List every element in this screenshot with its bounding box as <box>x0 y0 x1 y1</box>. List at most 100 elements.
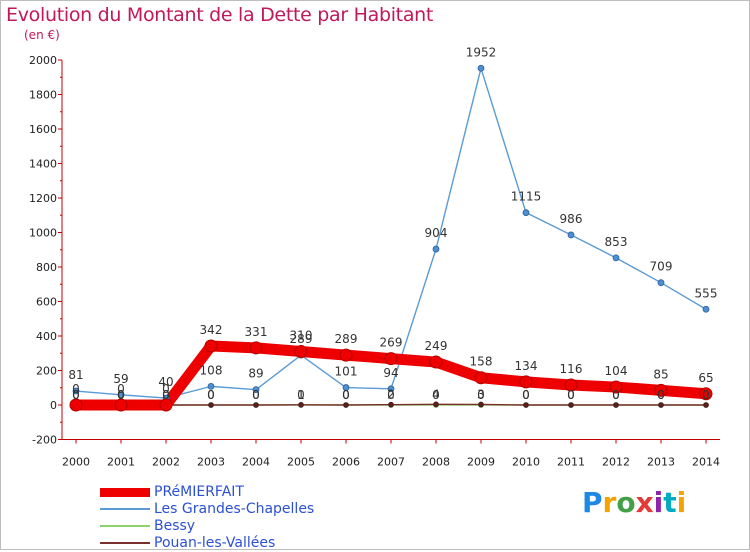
data-label-3: 0 <box>252 388 260 402</box>
x-tick-label: 2004 <box>242 456 270 469</box>
legend-swatch-les-grandes-chapelles <box>100 508 150 510</box>
x-tick-label: 2010 <box>512 456 540 469</box>
x-tick-label: 2011 <box>557 456 585 469</box>
data-point-les-grandes-chapelles <box>657 279 665 287</box>
data-point-les-grandes-chapelles <box>477 64 485 72</box>
data-label-0: 0 <box>117 382 125 396</box>
legend-label-bessy: Bessy <box>154 518 196 534</box>
data-label-1: 555 <box>695 286 718 300</box>
data-point-premierfait <box>474 371 488 385</box>
data-point-premierfait <box>159 398 173 412</box>
data-label-3: 0 <box>72 388 80 402</box>
x-tick-label: 2005 <box>287 456 315 469</box>
data-label-2: 0 <box>612 388 620 402</box>
data-point-pouan-les-vallees <box>343 402 349 408</box>
data-point-premierfait <box>294 345 308 359</box>
x-tick-label: 2007 <box>377 456 405 469</box>
data-point-pouan-les-vallees <box>658 402 664 408</box>
data-label-0: 134 <box>515 359 538 373</box>
x-tick-label: 2008 <box>422 456 450 469</box>
data-label-1: 1115 <box>511 190 542 204</box>
data-label-3: 0 <box>702 388 710 402</box>
data-point-pouan-les-vallees <box>568 402 574 408</box>
data-label-1: 40 <box>158 375 173 389</box>
data-label-0: 310 <box>290 329 313 343</box>
data-label-3: 0 <box>522 388 530 402</box>
data-point-premierfait <box>699 387 713 401</box>
y-tick-label: 1400 <box>29 158 57 171</box>
data-label-0: 158 <box>470 355 493 369</box>
y-tick-label: -200 <box>32 434 57 447</box>
data-label-3: 0 <box>207 388 215 402</box>
data-label-2: 0 <box>297 388 305 402</box>
data-point-pouan-les-vallees <box>703 402 709 408</box>
legend-swatch-bessy <box>100 525 150 527</box>
legend-label-premierfait: PRéMIERFAIT <box>154 484 244 500</box>
x-tick-label: 2001 <box>107 456 135 469</box>
data-point-premierfait <box>654 383 668 397</box>
x-tick-label: 2012 <box>602 456 630 469</box>
y-tick-label: 0 <box>50 399 57 412</box>
data-label-3: 4 <box>432 387 440 401</box>
data-label-3: 3 <box>477 387 485 401</box>
data-label-1: 108 <box>200 363 223 377</box>
data-point-les-grandes-chapelles <box>702 305 710 313</box>
x-tick-label: 2013 <box>647 456 675 469</box>
data-point-premierfait <box>69 398 83 412</box>
data-point-les-grandes-chapelles <box>567 231 575 239</box>
data-point-premierfait <box>429 355 443 369</box>
x-tick-label: 2014 <box>692 456 720 469</box>
data-label-0: 331 <box>245 325 268 339</box>
data-point-les-grandes-chapelles <box>342 384 350 391</box>
data-label-1: 289 <box>290 332 313 346</box>
data-point-premierfait <box>249 341 263 355</box>
data-point-les-grandes-chapelles <box>207 382 215 390</box>
y-tick-label: 800 <box>36 261 57 274</box>
data-label-0: 0 <box>72 382 80 396</box>
data-point-les-grandes-chapelles <box>387 385 395 393</box>
data-label-0: 116 <box>560 362 583 376</box>
x-tick-label: 2006 <box>332 456 360 469</box>
data-label-1: 904 <box>425 226 448 240</box>
data-point-les-grandes-chapelles <box>72 387 80 395</box>
data-label-1: 89 <box>248 367 263 381</box>
data-point-pouan-les-vallees <box>523 402 529 408</box>
y-tick-label: 1800 <box>29 89 57 102</box>
data-label-3: 2 <box>387 388 395 402</box>
data-label-3: 0 <box>657 388 665 402</box>
data-point-les-grandes-chapelles <box>522 209 530 217</box>
data-label-0: 342 <box>200 323 223 337</box>
data-label-1: 81 <box>68 368 83 382</box>
data-point-pouan-les-vallees <box>253 402 259 408</box>
data-label-3: 1 <box>297 388 305 402</box>
data-label-2: 0 <box>657 388 665 402</box>
data-label-1: 59 <box>113 372 128 386</box>
data-label-3: 0 <box>162 388 170 402</box>
x-tick-label: 2002 <box>152 456 180 469</box>
data-label-0: 65 <box>698 371 713 385</box>
data-point-les-grandes-chapelles <box>252 386 260 394</box>
data-label-1: 101 <box>335 365 358 379</box>
data-point-premierfait <box>519 375 533 389</box>
data-point-premierfait <box>384 352 398 366</box>
legend-label-les-grandes-chapelles: Les Grandes-Chapelles <box>154 501 315 517</box>
y-tick-label: 1200 <box>29 192 57 205</box>
chart-subtitle: (en €) <box>24 28 60 42</box>
data-point-les-grandes-chapelles <box>432 245 440 253</box>
legend-swatch-pouan-les-vallees <box>100 542 150 544</box>
data-point-premierfait <box>609 380 623 394</box>
y-tick-label: 200 <box>36 365 57 378</box>
data-point-premierfait <box>114 398 128 412</box>
data-label-2: 0 <box>252 388 260 402</box>
data-label-0: 104 <box>605 364 628 378</box>
data-label-0: 0 <box>162 382 170 396</box>
data-label-2: 0 <box>387 388 395 402</box>
data-label-1: 94 <box>383 366 398 380</box>
y-tick-label: 600 <box>36 296 57 309</box>
legend-label-pouan-les-vallees: Pouan-les-Vallées <box>154 535 276 551</box>
data-label-0: 269 <box>380 336 403 350</box>
data-label-2: 0 <box>342 388 350 402</box>
data-point-pouan-les-vallees <box>208 402 214 408</box>
